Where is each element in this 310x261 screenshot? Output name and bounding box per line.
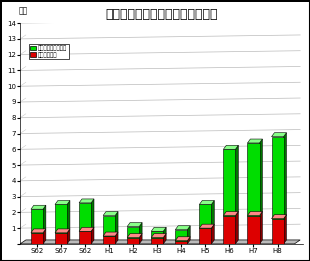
- Bar: [79, 231, 91, 244]
- Polygon shape: [151, 234, 166, 238]
- Polygon shape: [224, 145, 238, 149]
- Polygon shape: [31, 205, 46, 209]
- Polygon shape: [91, 199, 94, 231]
- Polygon shape: [224, 212, 238, 216]
- Bar: [199, 228, 211, 244]
- Text: 兆円: 兆円: [19, 6, 28, 15]
- Bar: [247, 216, 259, 244]
- Bar: [103, 216, 115, 236]
- Bar: [151, 238, 163, 244]
- Polygon shape: [127, 223, 142, 227]
- Polygon shape: [103, 232, 118, 236]
- Polygon shape: [79, 227, 94, 231]
- Polygon shape: [139, 234, 142, 244]
- Polygon shape: [67, 229, 70, 244]
- Bar: [55, 233, 67, 244]
- Polygon shape: [163, 227, 166, 238]
- Polygon shape: [175, 226, 190, 230]
- Polygon shape: [55, 229, 70, 233]
- Polygon shape: [284, 215, 286, 244]
- Polygon shape: [31, 229, 46, 233]
- Polygon shape: [151, 227, 166, 231]
- Polygon shape: [91, 227, 94, 244]
- Polygon shape: [187, 226, 190, 241]
- Polygon shape: [247, 212, 262, 216]
- Polygon shape: [211, 200, 214, 228]
- Title: 地方財政の財源不足と対応の状況: 地方財政の財源不足と対応の状況: [105, 8, 218, 21]
- Polygon shape: [103, 212, 118, 216]
- Polygon shape: [115, 232, 118, 244]
- Polygon shape: [139, 223, 142, 238]
- Polygon shape: [43, 229, 46, 244]
- Polygon shape: [259, 139, 262, 216]
- Bar: [31, 233, 43, 244]
- Bar: [79, 203, 91, 231]
- Bar: [199, 204, 211, 228]
- Legend: 地方交付税の増額等, 地方債の増額: 地方交付税の増額等, 地方債の増額: [29, 44, 69, 59]
- Bar: [224, 216, 236, 244]
- Polygon shape: [20, 240, 300, 244]
- Polygon shape: [236, 212, 238, 244]
- Bar: [272, 219, 284, 244]
- Bar: [247, 143, 259, 216]
- Polygon shape: [236, 145, 238, 216]
- Polygon shape: [284, 133, 286, 219]
- Bar: [103, 236, 115, 244]
- Polygon shape: [199, 200, 214, 204]
- Polygon shape: [272, 133, 286, 137]
- Polygon shape: [43, 205, 46, 233]
- Polygon shape: [211, 224, 214, 244]
- Polygon shape: [115, 212, 118, 236]
- Polygon shape: [127, 234, 142, 238]
- Polygon shape: [272, 215, 286, 219]
- Polygon shape: [79, 199, 94, 203]
- Bar: [224, 149, 236, 216]
- Bar: [55, 204, 67, 233]
- Polygon shape: [67, 200, 70, 233]
- Polygon shape: [175, 237, 190, 241]
- Bar: [127, 227, 139, 238]
- Bar: [272, 137, 284, 219]
- Polygon shape: [259, 212, 262, 244]
- Polygon shape: [247, 139, 262, 143]
- Bar: [127, 238, 139, 244]
- Bar: [175, 230, 187, 241]
- Bar: [31, 209, 43, 233]
- Polygon shape: [55, 200, 70, 204]
- Bar: [175, 241, 187, 244]
- Polygon shape: [187, 237, 190, 244]
- Polygon shape: [199, 224, 214, 228]
- Bar: [151, 231, 163, 238]
- Polygon shape: [163, 234, 166, 244]
